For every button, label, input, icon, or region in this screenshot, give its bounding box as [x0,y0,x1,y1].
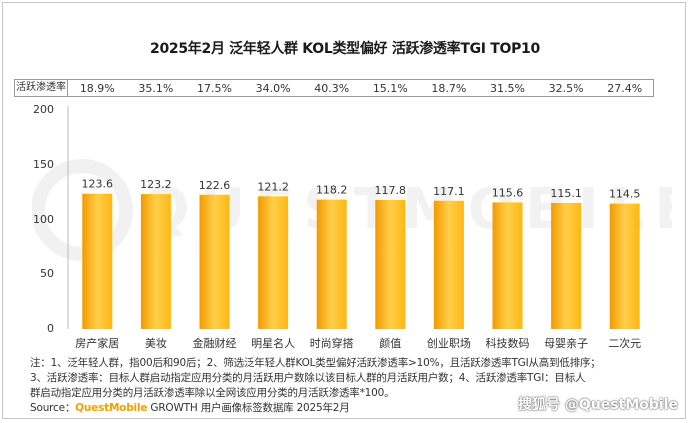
penetration-rate-value: 27.4% [607,82,643,95]
data-label: 114.5 [609,188,641,201]
bar [316,199,347,329]
note-line-2: 3、活跃渗透率：目标人群启动指定应用分类的月活跃用户数除以该目标人群的月活跃用户… [30,372,586,384]
bar [375,200,406,329]
x-tick-label: 母婴亲子 [544,336,588,350]
note-line-3: 群启动指定应用分类的月活跃渗透率除以全网该应用分类的月活跃渗透率*100。 [30,387,395,399]
y-tick-label: 0 [47,322,54,335]
penetration-rate-value: 18.7% [431,82,467,95]
bar [609,203,640,329]
penetration-rate-value: 40.3% [314,82,350,95]
y-tick-label: 50 [40,267,54,281]
data-label: 121.2 [257,180,289,193]
penetration-rate-value: 17.5% [197,82,232,95]
x-tick-label: 美妆 [145,337,167,350]
bar [433,200,464,329]
x-tick-label: 科技数码 [486,336,530,350]
y-tick-label: 200 [33,103,54,116]
bar [199,194,230,329]
y-tick-label: 150 [33,157,54,171]
x-tick-label: 房产家居 [75,336,119,350]
bar [82,193,113,329]
data-label: 115.6 [492,186,524,199]
chart-frame [2,2,686,419]
bar [258,196,289,329]
x-tick-label: 明星名人 [251,336,295,350]
bar [140,194,171,329]
penetration-rate-value: 32.5% [548,82,584,95]
x-tick-label: 时尚穿搭 [310,336,354,350]
chart-title: 2025年2月 泛年轻人群 KOL类型偏好 活跃渗透率TGI TOP10 [150,41,540,57]
note-line-1: 注：1、泛年轻人群，指00后和90后；2、筛选泛年轻人群KOL类型偏好活跃渗透率… [30,357,601,369]
data-label: 115.1 [550,187,582,200]
data-label: 122.6 [199,179,231,192]
penetration-rate-value: 15.1% [372,82,408,95]
data-label: 117.8 [375,184,407,197]
penetration-rate-value: 34.0% [255,82,291,95]
data-label: 123.6 [82,178,114,191]
x-tick-label: 金融财经 [193,336,237,350]
penetration-rate-value: 18.9% [79,82,115,95]
source-rest: GROWTH 用户画像标签数据库 2025年2月 [147,402,350,414]
penetration-row-label: 活跃渗透率 [14,79,68,97]
data-label: 117.1 [433,185,465,198]
signature: 搜狐号 @QuestMobile [518,397,678,413]
source-brand: QuestMobile [75,402,148,414]
x-tick-label: 二次元 [608,336,641,350]
penetration-rate-value: 35.1% [138,82,174,95]
x-tick-label: 创业职场 [427,336,471,350]
source-line: Source：QuestMobile GROWTH 用户画像标签数据库 2025… [30,400,350,415]
source-prefix: Source： [30,402,76,414]
data-label: 123.2 [140,178,172,191]
data-label: 118.2 [316,184,348,197]
penetration-rate-value: 31.5% [490,82,525,95]
x-tick-label: 颜值 [379,337,401,350]
penetration-row [68,79,654,97]
y-tick-label: 100 [33,212,54,226]
bar [492,202,523,329]
bar [551,202,582,329]
